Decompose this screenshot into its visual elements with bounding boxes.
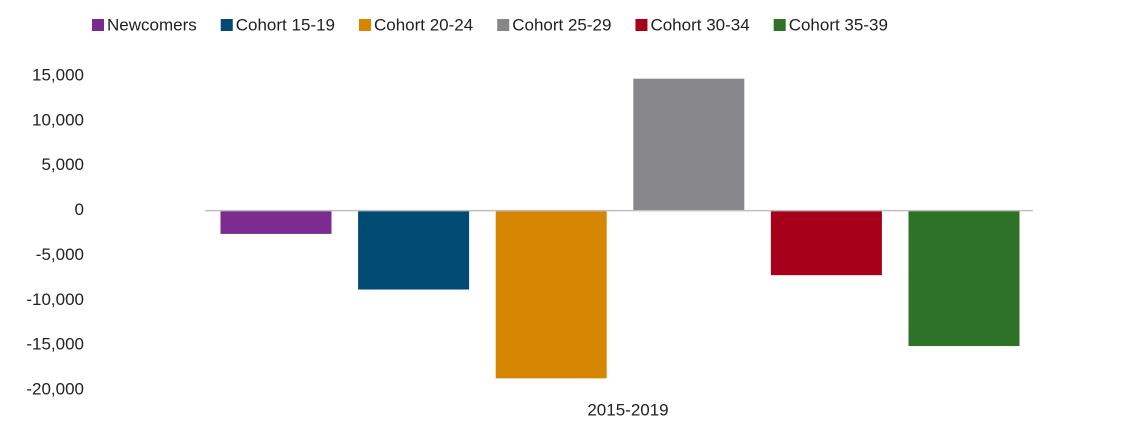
- legend-label: Cohort 20-24: [374, 15, 473, 34]
- legend-swatch: [358, 19, 371, 31]
- y-tick-label: 15,000: [32, 65, 84, 84]
- bar: [495, 210, 607, 379]
- legend-label: Newcomers: [107, 15, 197, 34]
- legend-label: Cohort 30-34: [650, 15, 749, 34]
- y-tick-label: -20,000: [26, 379, 84, 398]
- bar: [770, 210, 882, 276]
- legend-swatch: [635, 19, 648, 31]
- y-tick-label: -15,000: [26, 335, 84, 354]
- legend-swatch: [92, 19, 104, 31]
- y-tick-label: -10,000: [26, 290, 84, 309]
- legend-label: Cohort 25-29: [512, 15, 611, 34]
- legend-swatch: [773, 19, 786, 31]
- bar: [908, 210, 1020, 347]
- legend-label: Cohort 15-19: [236, 15, 335, 34]
- y-tick-label: 0: [75, 200, 84, 219]
- bar: [633, 78, 745, 211]
- y-tick-label: 5,000: [41, 155, 84, 174]
- y-tick-label: 10,000: [32, 110, 84, 129]
- legend-label: Cohort 35-39: [789, 15, 888, 34]
- bar: [220, 210, 332, 234]
- x-tick-label: 2015-2019: [587, 400, 668, 419]
- legend-swatch: [220, 19, 233, 31]
- y-tick-label: -5,000: [36, 245, 84, 264]
- bar: [358, 210, 470, 290]
- legend-swatch: [497, 19, 510, 31]
